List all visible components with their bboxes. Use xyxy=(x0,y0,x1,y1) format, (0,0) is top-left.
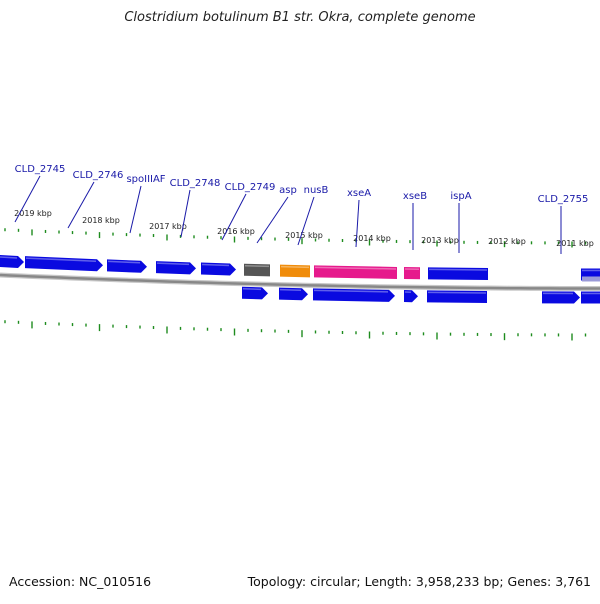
gene-label-cld-2755[interactable]: CLD_2755 xyxy=(538,194,589,205)
gene-cld-2756-cap xyxy=(582,276,600,281)
gene-cld-2748-shine xyxy=(202,265,229,266)
gene-label-cld-2749[interactable]: CLD_2749 xyxy=(225,182,276,193)
scale-label-2017: 2017 kbp xyxy=(149,222,187,231)
gene-asp-b-shine xyxy=(280,290,301,291)
genome-summary-text: Topology: circular; Length: 3,958,233 bp… xyxy=(248,574,591,589)
gene-label-xseb[interactable]: xseB xyxy=(403,191,427,202)
gene-label-spoiiiaf[interactable]: spoIIIAF xyxy=(126,174,165,185)
gene-cld-2749-b-shine xyxy=(243,289,261,290)
gene-label-ispa[interactable]: ispA xyxy=(450,191,471,202)
leader-line-2 xyxy=(130,186,141,233)
gene-asp-shine xyxy=(281,267,309,268)
leader-line-5 xyxy=(257,197,288,243)
accession-text: Accession: NC_010516 xyxy=(9,574,151,589)
gene-ispa-b-shine xyxy=(428,292,486,293)
scale-label-2016: 2016 kbp xyxy=(217,227,255,236)
gene-labels: CLD_2745 CLD_2746 spoIIIAF CLD_2748 CLD_… xyxy=(15,164,589,205)
gene-label-cld-2748[interactable]: CLD_2748 xyxy=(170,178,221,189)
scale-label-2012: 2012 kbp xyxy=(488,237,526,246)
gene-label-xsea[interactable]: xseA xyxy=(347,188,371,199)
gene-label-asp[interactable]: asp xyxy=(279,185,297,196)
gene-label-nusb[interactable]: nusB xyxy=(304,185,329,196)
gene-ispa-shine xyxy=(429,269,487,270)
gene-label-cld-2745[interactable]: CLD_2745 xyxy=(15,164,66,175)
scale-label-2014: 2014 kbp xyxy=(353,234,391,243)
scale-label-2018: 2018 kbp xyxy=(82,216,120,225)
gene-cld-2749-shine xyxy=(245,266,269,267)
genome-title: Clostridium botulinum B1 str. Okra, comp… xyxy=(0,10,600,25)
gene-label-cld-2746[interactable]: CLD_2746 xyxy=(73,170,124,181)
scale-label-2015: 2015 kbp xyxy=(285,231,323,240)
scale-label-2011: 2011 kbp xyxy=(556,239,594,248)
scale-label-2013: 2013 kbp xyxy=(421,236,459,245)
